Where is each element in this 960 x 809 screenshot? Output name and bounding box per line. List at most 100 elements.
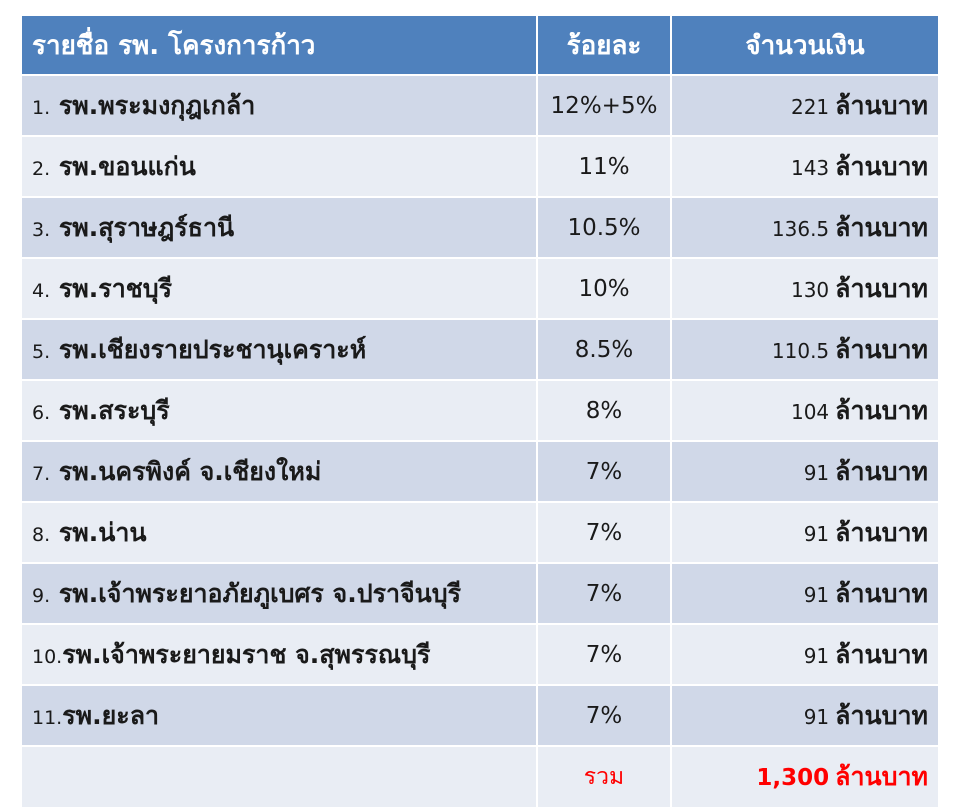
amount-unit: ล้านบาท xyxy=(835,578,928,608)
amount-cell: 143 ล้านบาท xyxy=(670,135,940,198)
row-index: 6. xyxy=(32,401,51,424)
amount-unit: ล้านบาท xyxy=(835,639,928,669)
header-percent: ร้อยละ xyxy=(536,14,672,76)
total-amount-cell: 1,300 ล้านบาท xyxy=(670,745,940,809)
hospital-name-cell: 3. รพ.สุราษฎร์ธานี xyxy=(20,196,538,259)
row-index: 9. xyxy=(32,584,51,607)
percent-cell: 8% xyxy=(536,379,672,442)
amount-unit: ล้านบาท xyxy=(835,456,928,486)
hospital-name: รพ.น่าน xyxy=(58,517,147,547)
percent-cell: 7% xyxy=(536,623,672,686)
amount-value: 104 xyxy=(790,399,830,424)
amount-cell: 110.5 ล้านบาท xyxy=(670,318,940,381)
total-label: รวม xyxy=(536,745,672,809)
hospital-name-cell: 6. รพ.สระบุรี xyxy=(20,379,538,442)
header-hospital-name: รายชื่อ รพ. โครงการก้าว xyxy=(20,14,538,76)
hospital-name: รพ.สระบุรี xyxy=(58,395,170,425)
amount-unit: ล้านบาท xyxy=(835,151,928,181)
row-index: 10. xyxy=(32,645,63,668)
table-body: 1. รพ.พระมงกุฎเกล้า 12%+5% 221 ล้านบาท 2. รพ… xyxy=(20,74,940,747)
row-index: 2. xyxy=(32,157,51,180)
amount-unit: ล้านบาท xyxy=(835,334,928,364)
hospital-name-cell: 11.รพ.ยะลา xyxy=(20,684,538,747)
table-footer: รวม 1,300 ล้านบาท xyxy=(20,745,940,809)
table-row: 9. รพ.เจ้าพระยาอภัยภูเบศร จ.ปราจีนบุรี 7%… xyxy=(20,562,940,625)
row-index: 4. xyxy=(32,279,51,302)
amount-unit: ล้านบาท xyxy=(835,395,928,425)
total-row: รวม 1,300 ล้านบาท xyxy=(20,745,940,809)
hospital-name: รพ.สุราษฎร์ธานี xyxy=(58,212,235,242)
table-row: 5. รพ.เชียงรายประชานุเคราะห์ 8.5% 110.5 ล้า… xyxy=(20,318,940,381)
row-index: 1. xyxy=(32,96,51,119)
row-index: 11. xyxy=(32,706,63,729)
amount-cell: 104 ล้านบาท xyxy=(670,379,940,442)
hospital-budget-table: รายชื่อ รพ. โครงการก้าว ร้อยละ จำนวนเงิน… xyxy=(20,14,940,809)
header-row: รายชื่อ รพ. โครงการก้าว ร้อยละ จำนวนเงิน xyxy=(20,14,940,76)
table-row: 3. รพ.สุราษฎร์ธานี 10.5% 136.5 ล้านบาท xyxy=(20,196,940,259)
total-empty-cell xyxy=(20,745,538,809)
amount-cell: 130 ล้านบาท xyxy=(670,257,940,320)
hospital-name: รพ.เจ้าพระยาอภัยภูเบศร จ.ปราจีนบุรี xyxy=(58,578,462,608)
percent-cell: 11% xyxy=(536,135,672,198)
hospital-name-cell: 7. รพ.นครพิงค์ จ.เชียงใหม่ xyxy=(20,440,538,503)
table-row: 2. รพ.ขอนแก่น 11% 143 ล้านบาท xyxy=(20,135,940,198)
hospital-name-cell: 10.รพ.เจ้าพระยายมราช จ.สุพรรณบุรี xyxy=(20,623,538,686)
amount-cell: 91 ล้านบาท xyxy=(670,440,940,503)
hospital-name: รพ.เชียงรายประชานุเคราะห์ xyxy=(58,334,367,364)
hospital-name-cell: 5. รพ.เชียงรายประชานุเคราะห์ xyxy=(20,318,538,381)
hospital-name-cell: 9. รพ.เจ้าพระยาอภัยภูเบศร จ.ปราจีนบุรี xyxy=(20,562,538,625)
amount-unit: ล้านบาท xyxy=(835,273,928,303)
percent-cell: 7% xyxy=(536,440,672,503)
table-row: 8. รพ.น่าน 7% 91 ล้านบาท xyxy=(20,501,940,564)
amount-value: 136.5 xyxy=(771,216,830,241)
amount-value: 143 xyxy=(790,155,830,180)
amount-cell: 91 ล้านบาท xyxy=(670,623,940,686)
amount-value: 91 xyxy=(803,643,830,668)
row-index: 5. xyxy=(32,340,51,363)
percent-cell: 7% xyxy=(536,562,672,625)
table-row: 4. รพ.ราชบุรี 10% 130 ล้านบาท xyxy=(20,257,940,320)
amount-cell: 136.5 ล้านบาท xyxy=(670,196,940,259)
amount-value: 221 xyxy=(790,94,830,119)
row-index: 3. xyxy=(32,218,51,241)
percent-cell: 12%+5% xyxy=(536,74,672,137)
hospital-name-cell: 2. รพ.ขอนแก่น xyxy=(20,135,538,198)
amount-value: 91 xyxy=(803,582,830,607)
amount-cell: 91 ล้านบาท xyxy=(670,501,940,564)
percent-cell: 8.5% xyxy=(536,318,672,381)
hospital-name: รพ.นครพิงค์ จ.เชียงใหม่ xyxy=(58,456,322,486)
hospital-name: รพ.เจ้าพระยายมราช จ.สุพรรณบุรี xyxy=(62,639,431,669)
hospital-name: รพ.ขอนแก่น xyxy=(58,151,196,181)
table-header: รายชื่อ รพ. โครงการก้าว ร้อยละ จำนวนเงิน xyxy=(20,14,940,76)
percent-cell: 10.5% xyxy=(536,196,672,259)
percent-cell: 7% xyxy=(536,684,672,747)
amount-cell: 221 ล้านบาท xyxy=(670,74,940,137)
amount-unit: ล้านบาท xyxy=(835,90,928,120)
total-amount-value: 1,300 xyxy=(756,765,830,791)
amount-unit: ล้านบาท xyxy=(835,212,928,242)
amount-cell: 91 ล้านบาท xyxy=(670,562,940,625)
table-row: 7. รพ.นครพิงค์ จ.เชียงใหม่ 7% 91 ล้านบาท xyxy=(20,440,940,503)
amount-value: 91 xyxy=(803,521,830,546)
amount-cell: 91 ล้านบาท xyxy=(670,684,940,747)
table-row: 10.รพ.เจ้าพระยายมราช จ.สุพรรณบุรี 7% 91 ล้า… xyxy=(20,623,940,686)
amount-unit: ล้านบาท xyxy=(835,517,928,547)
amount-value: 91 xyxy=(803,704,830,729)
header-amount: จำนวนเงิน xyxy=(670,14,940,76)
amount-value: 110.5 xyxy=(771,338,830,363)
row-index: 8. xyxy=(32,523,51,546)
table-row: 1. รพ.พระมงกุฎเกล้า 12%+5% 221 ล้านบาท xyxy=(20,74,940,137)
row-index: 7. xyxy=(32,462,51,485)
hospital-name-cell: 8. รพ.น่าน xyxy=(20,501,538,564)
percent-cell: 10% xyxy=(536,257,672,320)
amount-value: 130 xyxy=(790,277,830,302)
table-row: 6. รพ.สระบุรี 8% 104 ล้านบาท xyxy=(20,379,940,442)
total-amount-unit: ล้านบาท xyxy=(835,762,928,791)
percent-cell: 7% xyxy=(536,501,672,564)
table-row: 11.รพ.ยะลา 7% 91 ล้านบาท xyxy=(20,684,940,747)
amount-value: 91 xyxy=(803,460,830,485)
hospital-name-cell: 1. รพ.พระมงกุฎเกล้า xyxy=(20,74,538,137)
hospital-name: รพ.ราชบุรี xyxy=(58,273,172,303)
hospital-name-cell: 4. รพ.ราชบุรี xyxy=(20,257,538,320)
hospital-name: รพ.พระมงกุฎเกล้า xyxy=(58,90,256,120)
